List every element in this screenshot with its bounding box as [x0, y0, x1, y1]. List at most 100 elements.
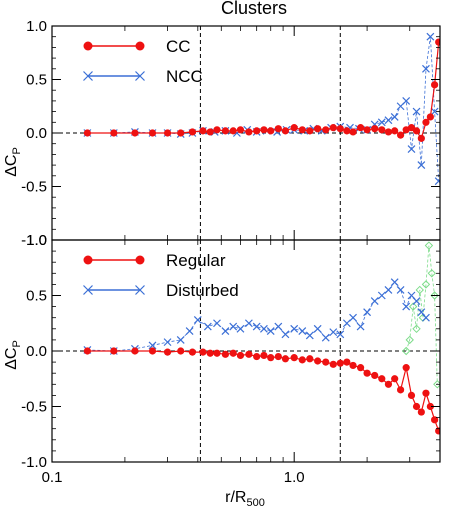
data-point — [185, 327, 194, 335]
data-point — [281, 127, 290, 135]
data-point — [391, 127, 399, 135]
data-point — [384, 286, 393, 294]
series-line — [405, 245, 438, 385]
data-point — [402, 96, 411, 105]
y-tick-label: -0.5 — [21, 399, 47, 416]
data-point — [321, 333, 330, 342]
data-point — [417, 408, 425, 416]
data-point — [213, 126, 221, 134]
legend-marker — [135, 285, 145, 295]
data-point — [431, 416, 439, 424]
data-point — [434, 177, 440, 186]
data-point — [390, 113, 399, 121]
y-tick-label: 1.0 — [26, 232, 47, 249]
y-tick-label: 0.0 — [26, 125, 47, 142]
data-point — [148, 129, 157, 137]
data-point — [329, 328, 338, 337]
data-point — [188, 348, 197, 356]
ylabel-main: ΔC — [3, 348, 20, 370]
data-point — [236, 324, 245, 333]
data-point — [306, 355, 314, 363]
series-group — [83, 241, 440, 435]
data-point — [336, 330, 345, 339]
data-point — [229, 322, 238, 331]
y-tick-label: 0.5 — [26, 288, 47, 305]
data-point — [229, 349, 237, 357]
data-point — [322, 126, 330, 134]
y-tick-label: -0.5 — [21, 179, 47, 196]
data-point — [148, 347, 157, 355]
data-point — [110, 347, 118, 355]
data-point — [206, 349, 214, 357]
data-point — [314, 125, 322, 133]
data-point — [206, 128, 214, 136]
data-point — [426, 113, 434, 121]
series-line — [87, 41, 440, 140]
data-point — [377, 291, 386, 300]
data-point — [422, 118, 430, 126]
data-point — [176, 335, 185, 344]
data-point — [221, 327, 230, 335]
data-point — [426, 402, 434, 411]
series-line — [87, 281, 427, 352]
data-point — [260, 126, 268, 134]
legend-entry: Disturbed — [83, 281, 239, 300]
data-point — [412, 402, 421, 411]
data-point — [322, 358, 330, 366]
data-point — [402, 364, 410, 372]
data-point — [402, 302, 411, 311]
data-point — [290, 324, 299, 333]
ylabel-sub: P — [11, 340, 23, 347]
legend-marker — [83, 71, 93, 81]
data-point — [396, 286, 405, 294]
y-tick-label: -1.0 — [21, 454, 47, 471]
data-point — [422, 313, 430, 322]
data-point — [370, 297, 379, 305]
data-point — [417, 161, 426, 170]
data-point — [163, 338, 172, 347]
data-point — [221, 127, 230, 135]
data-point — [422, 389, 430, 397]
data-point — [363, 308, 372, 317]
data-point — [131, 129, 139, 137]
data-point — [274, 322, 283, 331]
data-point — [342, 319, 351, 328]
data-point — [336, 125, 344, 133]
data-point — [199, 348, 207, 356]
series-line — [87, 36, 440, 182]
legend-marker — [135, 255, 145, 265]
data-point — [298, 126, 306, 134]
ylabel-main: ΔC — [3, 155, 20, 177]
data-point — [163, 129, 172, 137]
data-point — [236, 126, 245, 134]
data-point — [110, 129, 118, 137]
data-point — [213, 319, 221, 328]
data-point — [408, 302, 418, 311]
data-point — [229, 127, 237, 135]
data-point — [245, 350, 253, 358]
data-point — [356, 124, 365, 132]
data-point — [356, 364, 365, 372]
legend-marker — [135, 71, 145, 81]
data-point — [313, 324, 322, 333]
data-point — [298, 327, 307, 335]
data-point — [260, 351, 268, 360]
data-point — [378, 375, 386, 383]
data-point — [253, 352, 261, 361]
data-point — [290, 124, 298, 132]
data-point — [412, 297, 421, 305]
data-point — [405, 335, 414, 345]
legend-marker — [135, 41, 145, 51]
data-point — [290, 354, 298, 362]
data-point — [83, 129, 91, 137]
panel-top: 1.0 0.5 0.0 -0.5 -1.0 CC NCC — [21, 18, 441, 249]
data-point — [349, 361, 357, 370]
data-point — [421, 280, 431, 289]
data-point — [422, 64, 430, 73]
data-point — [412, 107, 421, 116]
data-point — [390, 278, 399, 287]
data-point — [430, 291, 439, 300]
data-point — [329, 124, 337, 132]
data-point — [412, 127, 421, 135]
